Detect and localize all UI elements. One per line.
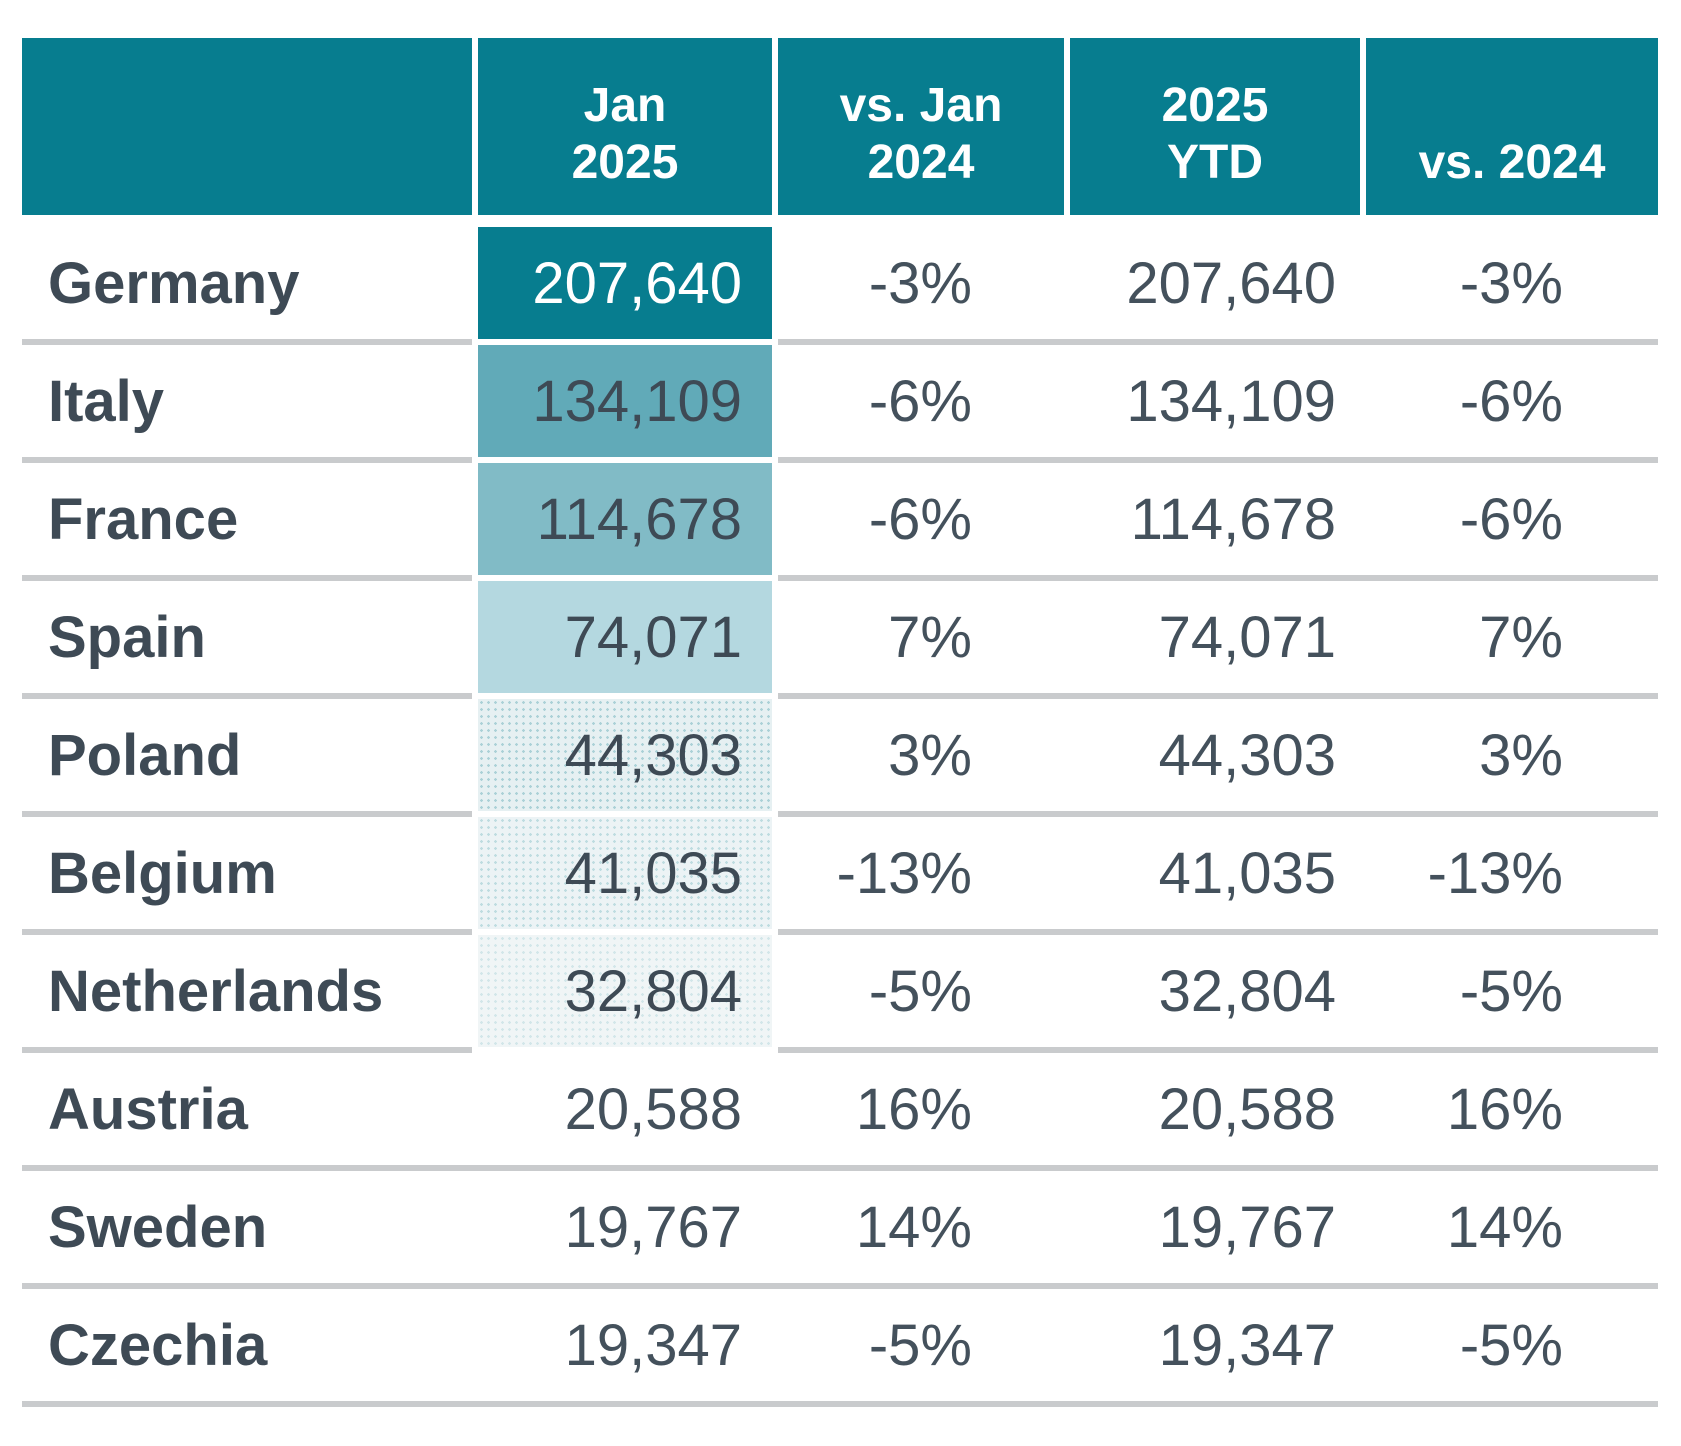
jan-2025-cell: 19,767: [564, 1194, 742, 1260]
row-separator: [22, 339, 472, 345]
vs-2024-cell: -6%: [1459, 486, 1563, 552]
country-cell: Italy: [48, 368, 165, 434]
header-body-gap: [22, 215, 1658, 227]
ytd-2025-cell: 114,678: [1130, 486, 1336, 552]
jan-2025-cell: 32,804: [478, 935, 772, 1047]
header-cell-2025-ytd: 2025 YTD: [1070, 38, 1360, 215]
ytd-2025-cell: 20,588: [1158, 1076, 1336, 1142]
ytd-2025-cell: 44,303: [1158, 722, 1336, 788]
country-cell: Sweden: [48, 1194, 268, 1260]
row-separator: [22, 575, 472, 581]
row-separator: [778, 929, 1658, 935]
jan-2025-cell: 20,588: [564, 1076, 742, 1142]
vs-2024-cell: -13%: [1427, 840, 1563, 906]
header-cell-vs-jan-2024: vs. Jan 2024: [778, 38, 1064, 215]
row-separator: [778, 457, 1658, 463]
row-separator: [778, 1047, 1658, 1053]
jan-2025-cell: 44,303: [478, 699, 772, 811]
vs-jan-2024-cell: 7%: [888, 604, 972, 670]
vs-2024-cell: -5%: [1459, 1312, 1563, 1378]
row-separator: [778, 575, 1658, 581]
vs-jan-2024-cell: -5%: [868, 1312, 972, 1378]
jan-2025-cell: 207,640: [478, 227, 772, 339]
country-cell: Spain: [48, 604, 206, 670]
country-cell: Belgium: [48, 840, 277, 906]
jan-2025-cell: 74,071: [478, 581, 772, 693]
vs-jan-2024-cell: 3%: [888, 722, 972, 788]
row-separator: [22, 929, 472, 935]
row-separator: [22, 1165, 1658, 1171]
header-cell-jan-2025: Jan 2025: [478, 38, 772, 215]
row-separator: [22, 1401, 1658, 1407]
country-cell: Germany: [48, 250, 300, 316]
row-separator: [22, 457, 472, 463]
ytd-2025-cell: 134,109: [1126, 368, 1336, 434]
vs-2024-cell: 16%: [1446, 1076, 1563, 1142]
row-separator: [22, 811, 472, 817]
country-cell: Austria: [48, 1076, 248, 1142]
header-cell-vs-2024: vs. 2024: [1366, 38, 1658, 215]
vs-2024-cell: 7%: [1479, 604, 1563, 670]
vs-2024-cell: -6%: [1459, 368, 1563, 434]
vs-jan-2024-cell: -13%: [836, 840, 972, 906]
ytd-2025-cell: 74,071: [1158, 604, 1336, 670]
country-cell: Netherlands: [48, 958, 384, 1024]
row-separator: [22, 1047, 472, 1053]
vs-2024-cell: -3%: [1459, 250, 1563, 316]
ytd-2025-cell: 41,035: [1158, 840, 1336, 906]
ytd-2025-cell: 19,767: [1158, 1194, 1336, 1260]
row-separator: [22, 1283, 1658, 1289]
jan-2025-cell: 19,347: [564, 1312, 742, 1378]
vs-jan-2024-cell: -3%: [868, 250, 972, 316]
ytd-2025-cell: 19,347: [1158, 1312, 1336, 1378]
ytd-2025-cell: 207,640: [1126, 250, 1336, 316]
country-cell: Czechia: [48, 1312, 268, 1378]
vs-2024-cell: 14%: [1446, 1194, 1563, 1260]
eu-car-registrations-table: Jan 2025 vs. Jan 2024 2025 YTD vs. 2024 …: [22, 38, 1658, 1407]
ytd-2025-cell: 32,804: [1158, 958, 1336, 1024]
row-separator: [778, 811, 1658, 817]
jan-2025-cell: 41,035: [478, 817, 772, 929]
vs-jan-2024-cell: -6%: [868, 368, 972, 434]
country-cell: Poland: [48, 722, 242, 788]
vs-jan-2024-cell: -5%: [868, 958, 972, 1024]
row-separator: [778, 339, 1658, 345]
jan-2025-cell: 114,678: [478, 463, 772, 575]
vs-jan-2024-cell: 16%: [855, 1076, 972, 1142]
vs-2024-cell: -5%: [1459, 958, 1563, 1024]
row-separator: [22, 693, 472, 699]
vs-jan-2024-cell: -6%: [868, 486, 972, 552]
row-separator: [778, 693, 1658, 699]
jan-2025-cell: 134,109: [478, 345, 772, 457]
header-cell-country: [22, 38, 472, 215]
vs-2024-cell: 3%: [1479, 722, 1563, 788]
country-cell: France: [48, 486, 239, 552]
vs-jan-2024-cell: 14%: [855, 1194, 972, 1260]
